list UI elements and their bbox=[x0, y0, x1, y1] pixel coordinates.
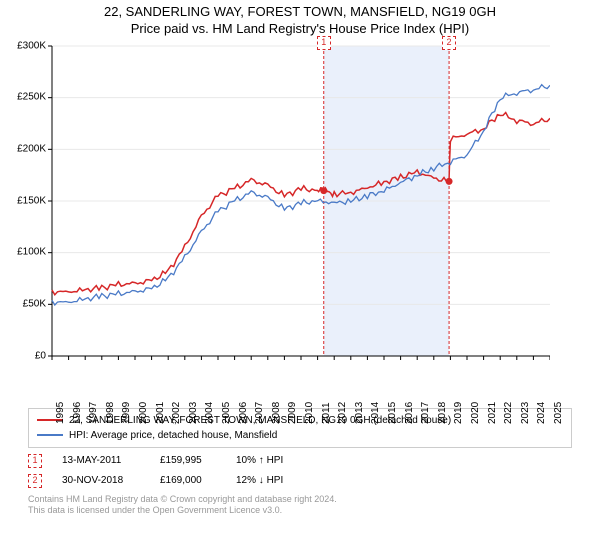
y-tick-label: £300K bbox=[17, 40, 46, 51]
x-tick-label: 2021 bbox=[487, 402, 498, 424]
x-tick-label: 1995 bbox=[55, 402, 66, 424]
y-tick-label: £150K bbox=[17, 195, 46, 206]
x-tick-label: 1998 bbox=[105, 402, 116, 424]
y-tick-label: £50K bbox=[23, 299, 46, 310]
chart-area: £0£50K£100K£150K£200K£250K£300K 19951996… bbox=[10, 44, 590, 376]
sale-marker-flag: 1 bbox=[317, 36, 331, 50]
legend-label: HPI: Average price, detached house, Mans… bbox=[69, 428, 277, 443]
x-tick-label: 2009 bbox=[287, 402, 298, 424]
sale-date: 30-NOV-2018 bbox=[62, 475, 140, 486]
x-tick-label: 1999 bbox=[121, 402, 132, 424]
y-tick-label: £0 bbox=[35, 350, 46, 361]
x-tick-label: 2023 bbox=[520, 402, 531, 424]
x-tick-label: 2010 bbox=[304, 402, 315, 424]
x-tick-label: 2001 bbox=[155, 402, 166, 424]
x-tick-label: 1997 bbox=[88, 402, 99, 424]
x-tick-label: 2016 bbox=[404, 402, 415, 424]
y-axis-labels: £0£50K£100K£150K£200K£250K£300K bbox=[10, 44, 48, 374]
footer-line2: This data is licensed under the Open Gov… bbox=[28, 505, 572, 517]
x-tick-label: 2018 bbox=[437, 402, 448, 424]
x-tick-label: 2017 bbox=[420, 402, 431, 424]
x-tick-label: 2013 bbox=[354, 402, 365, 424]
x-tick-label: 2024 bbox=[536, 402, 547, 424]
x-tick-label: 2003 bbox=[188, 402, 199, 424]
x-tick-label: 1996 bbox=[72, 402, 83, 424]
y-tick-label: £100K bbox=[17, 247, 46, 258]
sales-table: 1 13-MAY-2011 £159,995 10% ↑ HPI 2 30-NOV-201… bbox=[28, 454, 572, 488]
y-tick-label: £200K bbox=[17, 144, 46, 155]
x-tick-label: 2002 bbox=[171, 402, 182, 424]
x-tick-label: 2014 bbox=[370, 402, 381, 424]
x-tick-label: 2019 bbox=[453, 402, 464, 424]
sale-row: 1 13-MAY-2011 £159,995 10% ↑ HPI bbox=[28, 454, 572, 468]
title-subtitle: Price paid vs. HM Land Registry's House … bbox=[0, 21, 600, 38]
x-tick-label: 2022 bbox=[503, 402, 514, 424]
chart-title: 22, SANDERLING WAY, FOREST TOWN, MANSFIE… bbox=[0, 0, 600, 38]
x-tick-label: 2011 bbox=[321, 402, 332, 424]
sale-price: £159,995 bbox=[160, 455, 216, 466]
x-tick-label: 2006 bbox=[238, 402, 249, 424]
x-tick-label: 2020 bbox=[470, 402, 481, 424]
sale-delta: 10% ↑ HPI bbox=[236, 455, 316, 466]
x-tick-label: 2004 bbox=[204, 402, 215, 424]
line-chart bbox=[10, 44, 550, 374]
x-tick-label: 2008 bbox=[271, 402, 282, 424]
x-tick-label: 2007 bbox=[254, 402, 265, 424]
legend-item: HPI: Average price, detached house, Mans… bbox=[37, 428, 563, 443]
chart-container: 22, SANDERLING WAY, FOREST TOWN, MANSFIE… bbox=[0, 0, 600, 560]
legend-swatch bbox=[37, 434, 63, 436]
sale-date: 13-MAY-2011 bbox=[62, 455, 140, 466]
sale-row: 2 30-NOV-2018 £169,000 12% ↓ HPI bbox=[28, 474, 572, 488]
footer-line1: Contains HM Land Registry data © Crown c… bbox=[28, 494, 572, 506]
x-tick-label: 2005 bbox=[221, 402, 232, 424]
sale-delta: 12% ↓ HPI bbox=[236, 475, 316, 486]
sale-marker-box: 1 bbox=[28, 454, 42, 468]
x-tick-label: 2025 bbox=[553, 402, 564, 424]
x-tick-label: 2000 bbox=[138, 402, 149, 424]
y-tick-label: £250K bbox=[17, 92, 46, 103]
sale-marker-box: 2 bbox=[28, 474, 42, 488]
footer-credits: Contains HM Land Registry data © Crown c… bbox=[28, 494, 572, 517]
x-tick-label: 2012 bbox=[337, 402, 348, 424]
sale-price: £169,000 bbox=[160, 475, 216, 486]
sale-marker-flag: 2 bbox=[442, 36, 456, 50]
title-address: 22, SANDERLING WAY, FOREST TOWN, MANSFIE… bbox=[0, 4, 600, 21]
x-tick-label: 2015 bbox=[387, 402, 398, 424]
